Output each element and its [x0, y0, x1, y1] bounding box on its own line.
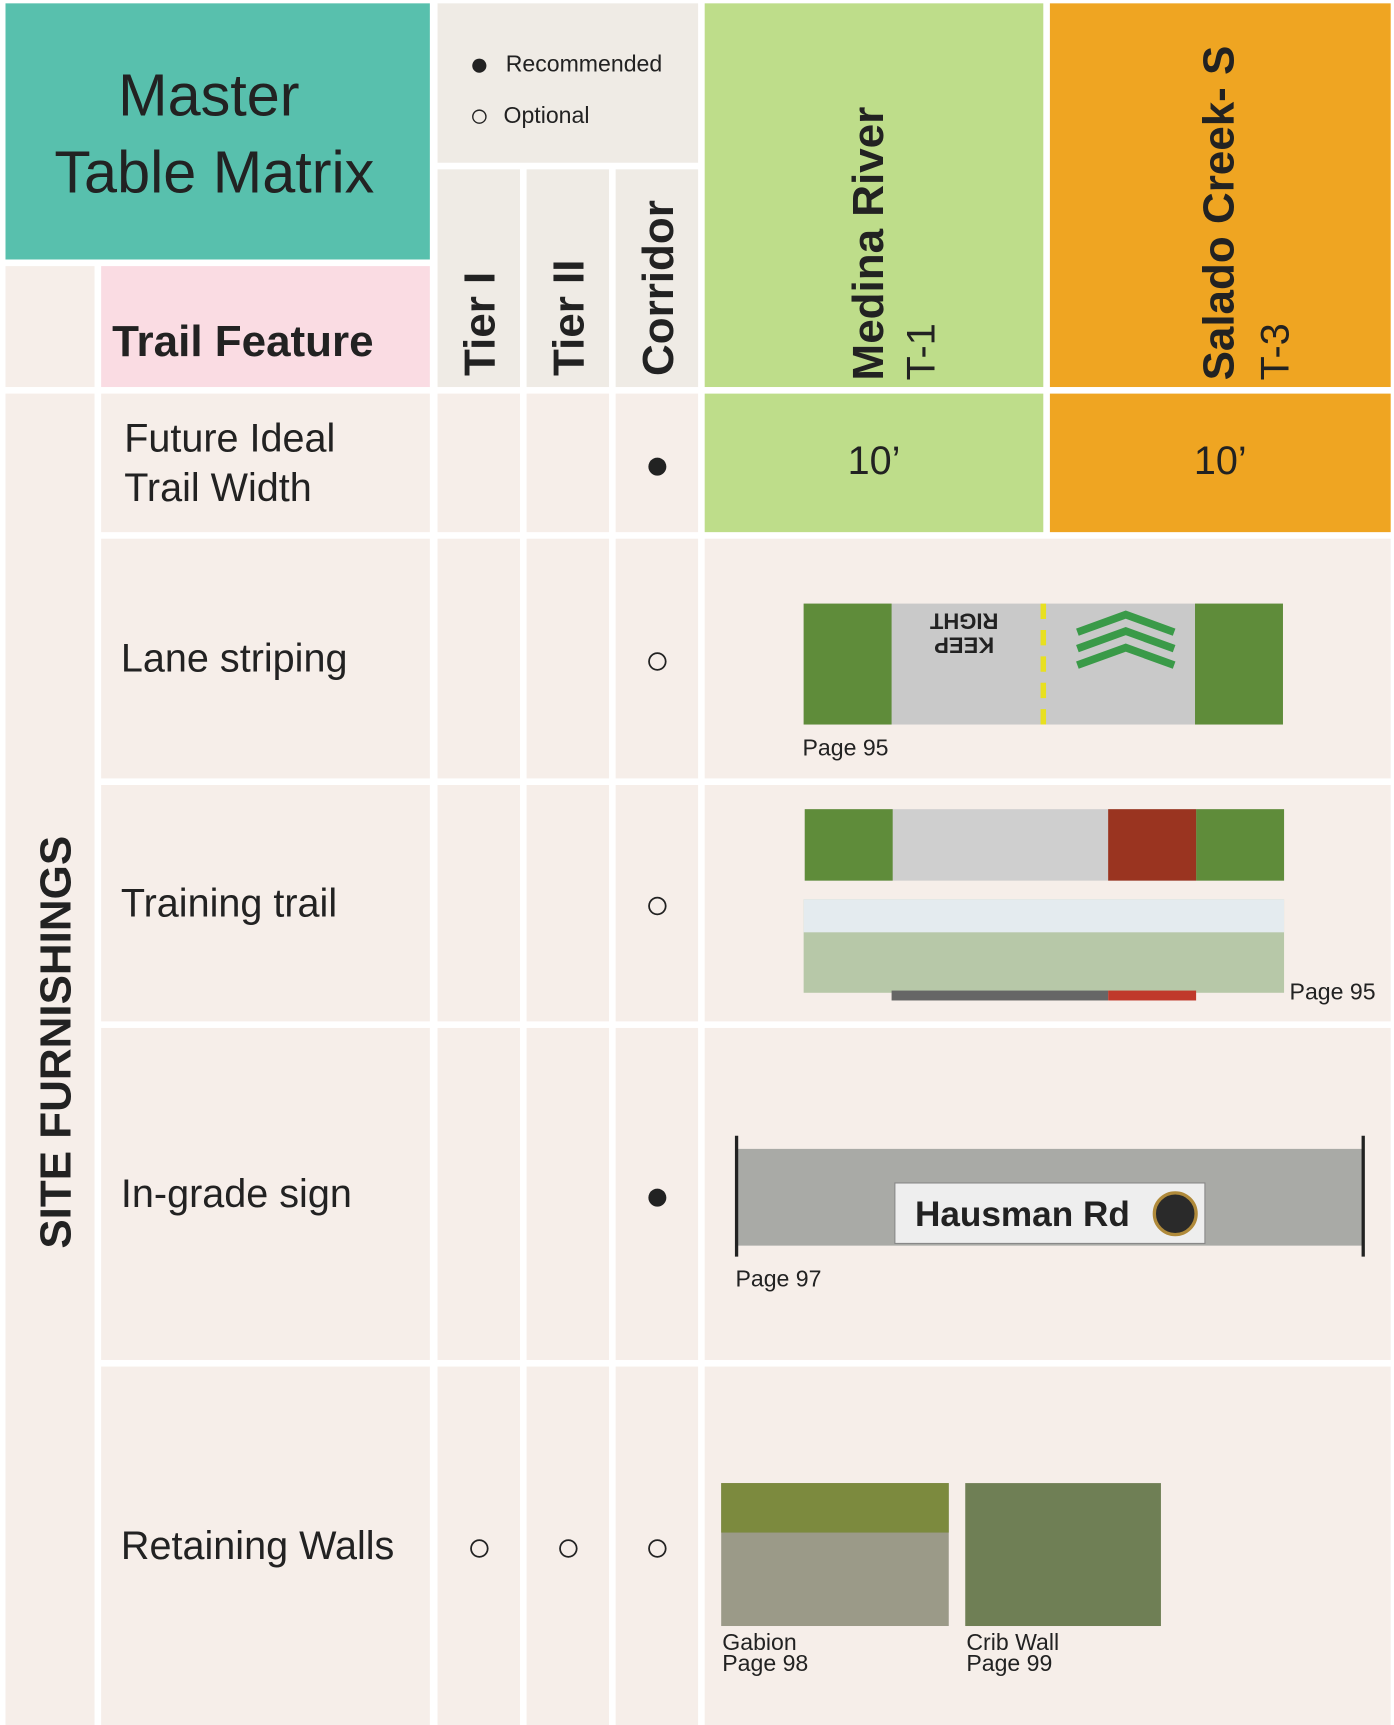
corner-cell — [5, 266, 95, 388]
cell — [101, 393, 430, 533]
cell — [437, 784, 521, 1022]
title: Table Matrix — [54, 138, 374, 205]
cell — [101, 784, 430, 1022]
feature-label: Future Ideal — [124, 416, 335, 460]
cell — [101, 1366, 430, 1725]
trail-name: Medina River — [844, 107, 893, 381]
section-cell — [5, 393, 95, 1725]
legend-block — [437, 3, 699, 163]
mark-symbol: ○ — [645, 881, 670, 928]
cell — [437, 538, 521, 779]
mark-symbol: ● — [645, 440, 670, 487]
cell — [101, 1027, 430, 1360]
tier-header: Tier II — [545, 260, 594, 376]
sign-logo — [1152, 1191, 1198, 1237]
image-grass — [804, 809, 893, 881]
image-crib — [965, 1483, 1161, 1627]
column-header: Trail Feature — [112, 317, 373, 366]
lane-text: KEEP — [934, 633, 994, 658]
cell — [437, 1027, 521, 1360]
title-block — [5, 3, 430, 260]
caption: Page 99 — [966, 1650, 1052, 1676]
cell — [615, 784, 699, 1022]
mark-symbol: ○ — [467, 1523, 492, 1570]
trail-header — [1049, 3, 1391, 388]
caption: Page 95 — [1290, 978, 1376, 1004]
tier-header — [437, 169, 521, 388]
image-path — [1108, 990, 1197, 1001]
image-grass — [1195, 603, 1283, 725]
image-grass — [1196, 809, 1285, 881]
cell — [526, 1027, 610, 1360]
feature-header — [101, 266, 430, 388]
caption: Gabion — [722, 1629, 796, 1655]
feature-label: Retaining Walls — [121, 1524, 394, 1568]
trail-header — [704, 3, 1044, 388]
caption: Crib Wall — [966, 1629, 1059, 1655]
legend-label: Optional — [504, 102, 590, 128]
feature-label: Lane striping — [121, 637, 348, 681]
legend-symbol: ● — [469, 45, 489, 82]
caption: Page 95 — [803, 734, 889, 760]
chevron — [1076, 610, 1176, 636]
trail-name: Salado Creek- S — [1194, 46, 1243, 381]
sign-text: Hausman Rd — [915, 1195, 1130, 1234]
trail-code: T-1 — [899, 323, 943, 380]
mark-symbol: ○ — [645, 1523, 670, 1570]
feature-label: In-grade sign — [121, 1172, 352, 1216]
tier-header: Corridor — [634, 200, 683, 376]
chevron — [1076, 626, 1176, 653]
image-trees — [721, 1483, 949, 1533]
mark-symbol: ○ — [556, 1523, 581, 1570]
cell — [526, 538, 610, 779]
mark-symbol: ● — [645, 1171, 670, 1218]
mark-symbol: ○ — [645, 636, 670, 683]
title: Master — [118, 61, 299, 128]
cell — [526, 393, 610, 533]
cell — [437, 393, 521, 533]
cell — [615, 538, 699, 779]
feature-label: Training trail — [121, 881, 337, 925]
trail-value: 10’ — [848, 439, 901, 483]
feature-label: Trail Width — [124, 466, 312, 510]
legend-label: Recommended — [506, 51, 663, 77]
cell — [526, 1366, 610, 1725]
cell — [615, 393, 699, 533]
lane-text: RIGHT — [929, 608, 998, 633]
image-path — [891, 990, 1109, 1001]
cell — [437, 1366, 521, 1725]
image-red — [1108, 809, 1197, 881]
cell — [101, 538, 430, 779]
caption: Page 98 — [722, 1650, 808, 1676]
trail-code: T-3 — [1253, 323, 1297, 380]
caption: Page 97 — [735, 1265, 821, 1291]
tier-header — [526, 169, 610, 388]
chevron — [1076, 643, 1176, 669]
cell — [526, 784, 610, 1022]
image-grass — [803, 603, 892, 725]
tier-header: Tier I — [456, 272, 505, 376]
trail-value: 10’ — [1194, 439, 1247, 483]
trail-cell — [704, 393, 1044, 533]
image-sky — [803, 899, 1285, 933]
legend-symbol: ○ — [469, 96, 489, 133]
cell — [615, 1027, 699, 1360]
tier-header — [615, 169, 699, 388]
cell — [615, 1366, 699, 1725]
trail-cell — [1049, 393, 1391, 533]
section-label: SITE FURNISHINGS — [31, 836, 80, 1249]
